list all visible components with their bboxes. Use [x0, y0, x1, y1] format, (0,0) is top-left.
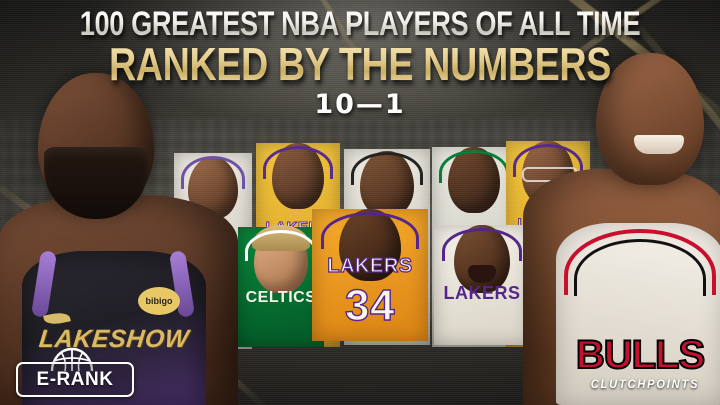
- title-block: 100 GREATEST NBA PLAYERS OF ALL TIME RAN…: [0, 7, 720, 121]
- player-kobe-bryant: LAKERS: [434, 225, 530, 405]
- headline-primary: 100 GREATEST NBA PLAYERS OF ALL TIME: [72, 7, 648, 41]
- player-jersey-text: LAKERS: [327, 254, 413, 277]
- erank-logo[interactable]: E-RANK: [16, 345, 134, 397]
- player-smile: [634, 135, 684, 154]
- bibigo-patch: bibigo: [138, 287, 180, 315]
- player-shaquille-oneal: LAKERS 34: [312, 209, 428, 405]
- open-mouth: [468, 265, 496, 283]
- player-jersey: LAKERS: [434, 225, 530, 345]
- headline-secondary: RANKED BY THE NUMBERS: [65, 41, 655, 87]
- player-jersey-text: LAKERS: [443, 283, 521, 303]
- player-jersey: LAKERS 34: [312, 209, 428, 341]
- player-larry-bird: CELTICS: [238, 225, 324, 405]
- player-jersey-number: 34: [344, 280, 395, 330]
- subtitle-range: 10—1: [314, 89, 406, 121]
- player-jersey-text: BULLS: [575, 332, 706, 378]
- erank-wordmark: E-RANK: [36, 368, 114, 390]
- erank-wordmark-pill: E-RANK: [16, 362, 134, 397]
- player-jersey-text: CELTICS: [245, 289, 317, 306]
- clutchpoints-logo[interactable]: CLUTCHPOINTS: [590, 377, 700, 391]
